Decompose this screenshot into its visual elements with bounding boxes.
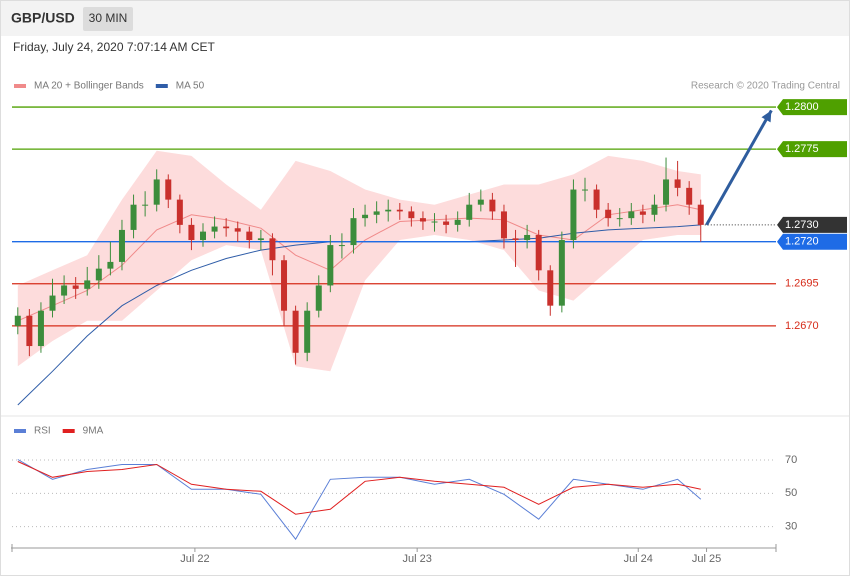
legend-swatch	[14, 429, 26, 433]
candle-body	[14, 315, 21, 326]
candle-body	[37, 310, 44, 347]
candle-body	[385, 209, 392, 212]
candle-body	[188, 224, 195, 241]
candle-body	[350, 218, 357, 246]
indicator-line	[17, 461, 701, 515]
y-tick-label: 30	[785, 521, 797, 533]
candle-body	[257, 238, 264, 241]
level-label-box	[777, 233, 847, 250]
candle-body	[26, 315, 33, 347]
candle-body	[130, 204, 137, 230]
indicator-line	[17, 459, 702, 541]
legend-swatch	[14, 84, 26, 88]
bollinger-band	[17, 150, 701, 372]
candle-body	[686, 187, 693, 205]
candle-body	[200, 231, 206, 241]
y-tick-label: 70	[785, 454, 797, 466]
candle-body	[674, 179, 681, 188]
candle-body	[118, 229, 125, 262]
candle-body	[362, 214, 369, 219]
legend-swatch	[155, 84, 168, 88]
candle-body	[477, 199, 484, 205]
level-label-box	[777, 99, 847, 116]
candle-body	[454, 219, 461, 225]
candle-body	[500, 211, 507, 239]
candle-body	[512, 238, 519, 241]
interval[interactable]: 30 MIN	[89, 11, 128, 25]
level-label: 1.2670	[785, 320, 819, 332]
forecast-arrow	[705, 109, 773, 226]
candle-body	[315, 285, 322, 311]
candle-body	[431, 221, 438, 223]
candle-body	[373, 211, 380, 215]
header-bar	[1, 1, 849, 36]
candle-body	[535, 234, 542, 271]
candle-body	[107, 261, 114, 269]
interval-button[interactable]	[83, 7, 133, 31]
candle-body	[697, 204, 704, 225]
candle-body	[211, 226, 218, 232]
candle-body	[547, 270, 554, 306]
candle-body	[605, 209, 612, 219]
candle-body	[558, 240, 565, 306]
level-label: 1.2800	[785, 101, 819, 113]
y-tick-label: 50	[785, 487, 797, 499]
candle-body	[49, 295, 56, 311]
candle-body	[95, 268, 102, 281]
candle-body	[408, 211, 415, 219]
candle-body	[570, 189, 577, 241]
candle-body	[269, 238, 276, 261]
x-tick-label: Jul 22	[180, 553, 209, 565]
candle-body	[176, 199, 183, 225]
level-label: 1.2695	[785, 278, 819, 290]
legend-label: RSI	[34, 426, 51, 437]
legend-label: 9MA	[83, 426, 104, 437]
level-label: 1.2730	[785, 219, 819, 231]
candle-body	[616, 218, 623, 220]
candle-body	[281, 260, 288, 311]
candle-body	[419, 218, 426, 222]
candle-body	[338, 245, 345, 247]
timestamp: Friday, July 24, 2020 7:07:14 AM CET	[13, 40, 216, 54]
candle-body	[639, 211, 646, 215]
level-label-box	[777, 141, 847, 158]
candle-body	[466, 204, 473, 220]
symbol: GBP/USD	[11, 10, 75, 26]
candle-body	[593, 189, 600, 210]
forecast-arrowhead	[761, 110, 772, 123]
candle-body	[84, 280, 91, 289]
credit: Research © 2020 Trading Central	[691, 81, 840, 92]
level-label: 1.2775	[785, 143, 819, 155]
level-label-box	[777, 216, 847, 233]
candle-body	[61, 285, 68, 296]
moving-average	[17, 204, 701, 322]
candle-body	[142, 204, 149, 206]
x-tick-label: Jul 23	[402, 553, 431, 565]
candle-body	[628, 211, 635, 219]
candle-body	[651, 204, 658, 215]
candle-body	[292, 310, 299, 353]
candle-body	[72, 285, 79, 289]
level-label: 1.2720	[785, 236, 819, 248]
x-tick-label: Jul 25	[692, 553, 721, 565]
candle-body	[663, 179, 670, 205]
candle-body	[223, 226, 230, 229]
candle-body	[489, 199, 496, 212]
candle-body	[165, 179, 172, 200]
candle-body	[153, 179, 160, 205]
x-tick-label: Jul 24	[624, 553, 653, 565]
candle-body	[246, 231, 253, 241]
candle-body	[234, 228, 241, 232]
candle-body	[396, 209, 403, 212]
candle-body	[582, 189, 588, 191]
candle-body	[524, 234, 531, 241]
legend-label: MA 50	[176, 81, 205, 92]
legend-label: MA 20 + Bollinger Bands	[34, 81, 144, 92]
candle-body	[304, 310, 311, 353]
legend-swatch	[62, 429, 75, 433]
candle-body	[327, 245, 334, 286]
candle-body	[443, 221, 450, 225]
